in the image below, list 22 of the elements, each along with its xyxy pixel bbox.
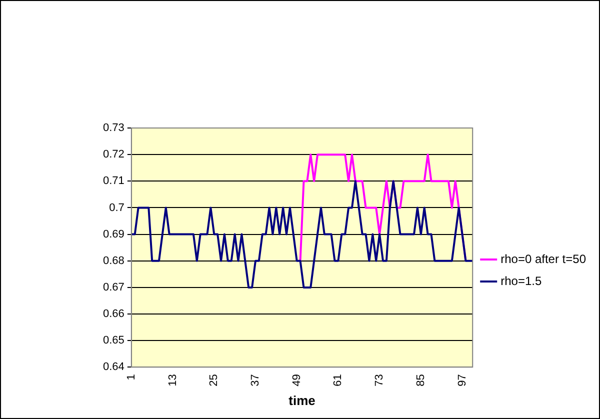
y-tick-label: 0.69 [102,228,124,240]
y-tick-label: 0.72 [102,148,124,161]
x-tick-label: 1 [125,374,138,380]
legend-label: rho=0 after t=50 [500,252,586,266]
x-tick-label: 97 [456,374,468,386]
x-tick-label: 37 [250,374,262,386]
y-tick-label: 0.7 [109,202,124,214]
y-tick-label: 0.64 [102,361,124,374]
x-axis-title: time [288,392,316,408]
x-tick-label: 49 [290,374,303,386]
x-tick-label: 25 [208,374,220,386]
x-tick-label: 13 [166,374,179,386]
x-tick-label: 85 [414,374,427,386]
y-tick-label: 0.68 [102,254,124,267]
y-tick-label: 0.71 [102,175,124,188]
y-tick-label: 0.65 [102,334,124,347]
x-tick-label: 73 [374,374,386,386]
y-tick-label: 0.66 [102,308,124,320]
y-tick-label: 0.73 [102,122,124,134]
x-tick-label: 61 [332,374,344,386]
y-tick-label: 0.67 [102,281,124,294]
legend-label: rho=1.5 [500,274,542,288]
